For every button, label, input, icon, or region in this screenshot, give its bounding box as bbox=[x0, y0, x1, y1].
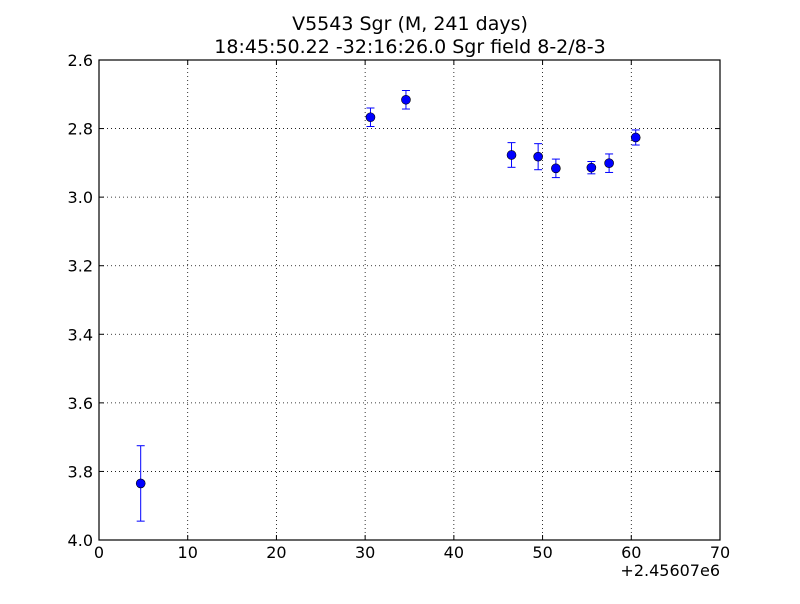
data-point bbox=[135, 478, 146, 489]
x-tick-label: 0 bbox=[94, 543, 104, 562]
y-tick-label: 2.8 bbox=[68, 120, 93, 139]
data-point bbox=[533, 151, 543, 162]
y-tick-label: 4.0 bbox=[68, 531, 93, 550]
chart-subtitle: 18:45:50.22 -32:16:26.0 Sgr field 8-2/8-… bbox=[214, 36, 605, 58]
grid-lines bbox=[99, 60, 720, 540]
y-tick-label: 3.4 bbox=[68, 325, 93, 344]
data-point bbox=[506, 150, 517, 160]
axis-ticks bbox=[98, 59, 721, 541]
data-point bbox=[401, 94, 411, 105]
data-point bbox=[604, 158, 614, 168]
chart-title: V5543 Sgr (M, 241 days) bbox=[292, 13, 528, 35]
data-point bbox=[551, 163, 561, 174]
y-tick-label: 3.0 bbox=[68, 188, 93, 207]
y-tick-label: 3.8 bbox=[68, 462, 93, 481]
y-tick-label: 3.6 bbox=[68, 394, 93, 413]
x-offset-label: +2.45607e6 bbox=[620, 561, 720, 580]
x-tick-label: 50 bbox=[532, 543, 552, 562]
y-tick-label: 2.6 bbox=[68, 51, 93, 70]
y-tick-label: 3.2 bbox=[68, 257, 93, 276]
x-tick-label: 10 bbox=[178, 543, 198, 562]
x-tick-label: 30 bbox=[355, 543, 375, 562]
x-tick-label: 20 bbox=[266, 543, 286, 562]
x-tick-label: 40 bbox=[444, 543, 464, 562]
data-point bbox=[586, 162, 597, 173]
plot-frame bbox=[98, 59, 721, 541]
data-point bbox=[630, 132, 641, 143]
x-tick-label: 60 bbox=[621, 543, 641, 562]
data-points bbox=[135, 90, 641, 522]
x-tick-label: 70 bbox=[710, 543, 730, 562]
data-point bbox=[365, 112, 376, 123]
tick-labels: 0 10 20 30 40 50 60 70 2.6 2.8 3.0 3.2 3.4 3.6 3.8 4.0 bbox=[68, 51, 731, 562]
